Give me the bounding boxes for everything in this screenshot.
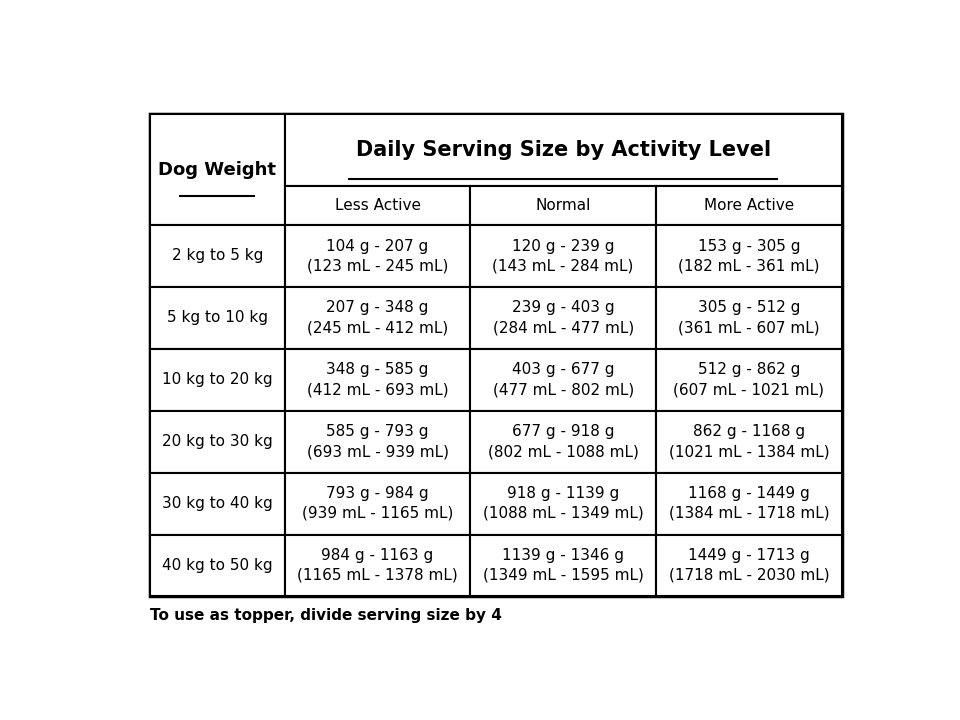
- Bar: [150, 225, 285, 287]
- Text: 153 g - 305 g
(182 mL - 361 mL): 153 g - 305 g (182 mL - 361 mL): [678, 238, 820, 274]
- Text: 40 kg to 50 kg: 40 kg to 50 kg: [162, 558, 273, 573]
- Bar: [150, 410, 285, 472]
- Text: 5 kg to 10 kg: 5 kg to 10 kg: [167, 310, 268, 325]
- Text: 862 g - 1168 g
(1021 mL - 1384 mL): 862 g - 1168 g (1021 mL - 1384 mL): [668, 424, 829, 459]
- Bar: [285, 534, 470, 596]
- Bar: [656, 287, 842, 348]
- Text: 348 g - 585 g
(412 mL - 693 mL): 348 g - 585 g (412 mL - 693 mL): [306, 362, 448, 397]
- Bar: [656, 534, 842, 596]
- Bar: [150, 287, 285, 348]
- Text: 239 g - 403 g
(284 mL - 477 mL): 239 g - 403 g (284 mL - 477 mL): [492, 300, 634, 336]
- Text: More Active: More Active: [704, 198, 794, 213]
- Bar: [285, 410, 470, 472]
- Bar: [656, 348, 842, 410]
- Text: 403 g - 677 g
(477 mL - 802 mL): 403 g - 677 g (477 mL - 802 mL): [492, 362, 634, 397]
- Bar: [150, 472, 285, 534]
- Text: 793 g - 984 g
(939 mL - 1165 mL): 793 g - 984 g (939 mL - 1165 mL): [301, 486, 453, 521]
- Text: 677 g - 918 g
(802 mL - 1088 mL): 677 g - 918 g (802 mL - 1088 mL): [488, 424, 638, 459]
- Bar: [285, 287, 470, 348]
- Text: 305 g - 512 g
(361 mL - 607 mL): 305 g - 512 g (361 mL - 607 mL): [678, 300, 820, 336]
- Text: 1139 g - 1346 g
(1349 mL - 1595 mL): 1139 g - 1346 g (1349 mL - 1595 mL): [483, 548, 643, 583]
- Bar: [470, 410, 656, 472]
- Text: Daily Serving Size by Activity Level: Daily Serving Size by Activity Level: [355, 140, 771, 160]
- Bar: [470, 534, 656, 596]
- Bar: [150, 348, 285, 410]
- Text: 207 g - 348 g
(245 mL - 412 mL): 207 g - 348 g (245 mL - 412 mL): [307, 300, 448, 336]
- Bar: [150, 114, 285, 225]
- Bar: [470, 472, 656, 534]
- Bar: [656, 410, 842, 472]
- Text: 30 kg to 40 kg: 30 kg to 40 kg: [162, 496, 273, 511]
- Bar: [470, 287, 656, 348]
- Bar: [285, 114, 842, 186]
- Text: 104 g - 207 g
(123 mL - 245 mL): 104 g - 207 g (123 mL - 245 mL): [307, 238, 448, 274]
- Text: 585 g - 793 g
(693 mL - 939 mL): 585 g - 793 g (693 mL - 939 mL): [306, 424, 448, 459]
- Bar: [285, 348, 470, 410]
- Text: 984 g - 1163 g
(1165 mL - 1378 mL): 984 g - 1163 g (1165 mL - 1378 mL): [298, 548, 458, 583]
- Bar: [656, 472, 842, 534]
- Text: 120 g - 239 g
(143 mL - 284 mL): 120 g - 239 g (143 mL - 284 mL): [492, 238, 634, 274]
- Text: 1449 g - 1713 g
(1718 mL - 2030 mL): 1449 g - 1713 g (1718 mL - 2030 mL): [668, 548, 829, 583]
- Text: 10 kg to 20 kg: 10 kg to 20 kg: [162, 372, 273, 387]
- Bar: [656, 186, 842, 225]
- Bar: [470, 348, 656, 410]
- Bar: [150, 534, 285, 596]
- Bar: [285, 186, 470, 225]
- Bar: [150, 114, 842, 596]
- Bar: [470, 186, 656, 225]
- Bar: [470, 225, 656, 287]
- Text: 918 g - 1139 g
(1088 mL - 1349 mL): 918 g - 1139 g (1088 mL - 1349 mL): [483, 486, 643, 521]
- Text: To use as topper, divide serving size by 4: To use as topper, divide serving size by…: [150, 608, 502, 623]
- Text: 1168 g - 1449 g
(1384 mL - 1718 mL): 1168 g - 1449 g (1384 mL - 1718 mL): [668, 486, 829, 521]
- Text: 512 g - 862 g
(607 mL - 1021 mL): 512 g - 862 g (607 mL - 1021 mL): [673, 362, 825, 397]
- Bar: [285, 472, 470, 534]
- Text: Dog Weight: Dog Weight: [158, 161, 276, 179]
- Text: Less Active: Less Active: [334, 198, 420, 213]
- Text: 20 kg to 30 kg: 20 kg to 30 kg: [162, 434, 273, 449]
- Bar: [656, 225, 842, 287]
- Text: 2 kg to 5 kg: 2 kg to 5 kg: [172, 248, 263, 264]
- Bar: [285, 225, 470, 287]
- Text: Normal: Normal: [536, 198, 590, 213]
